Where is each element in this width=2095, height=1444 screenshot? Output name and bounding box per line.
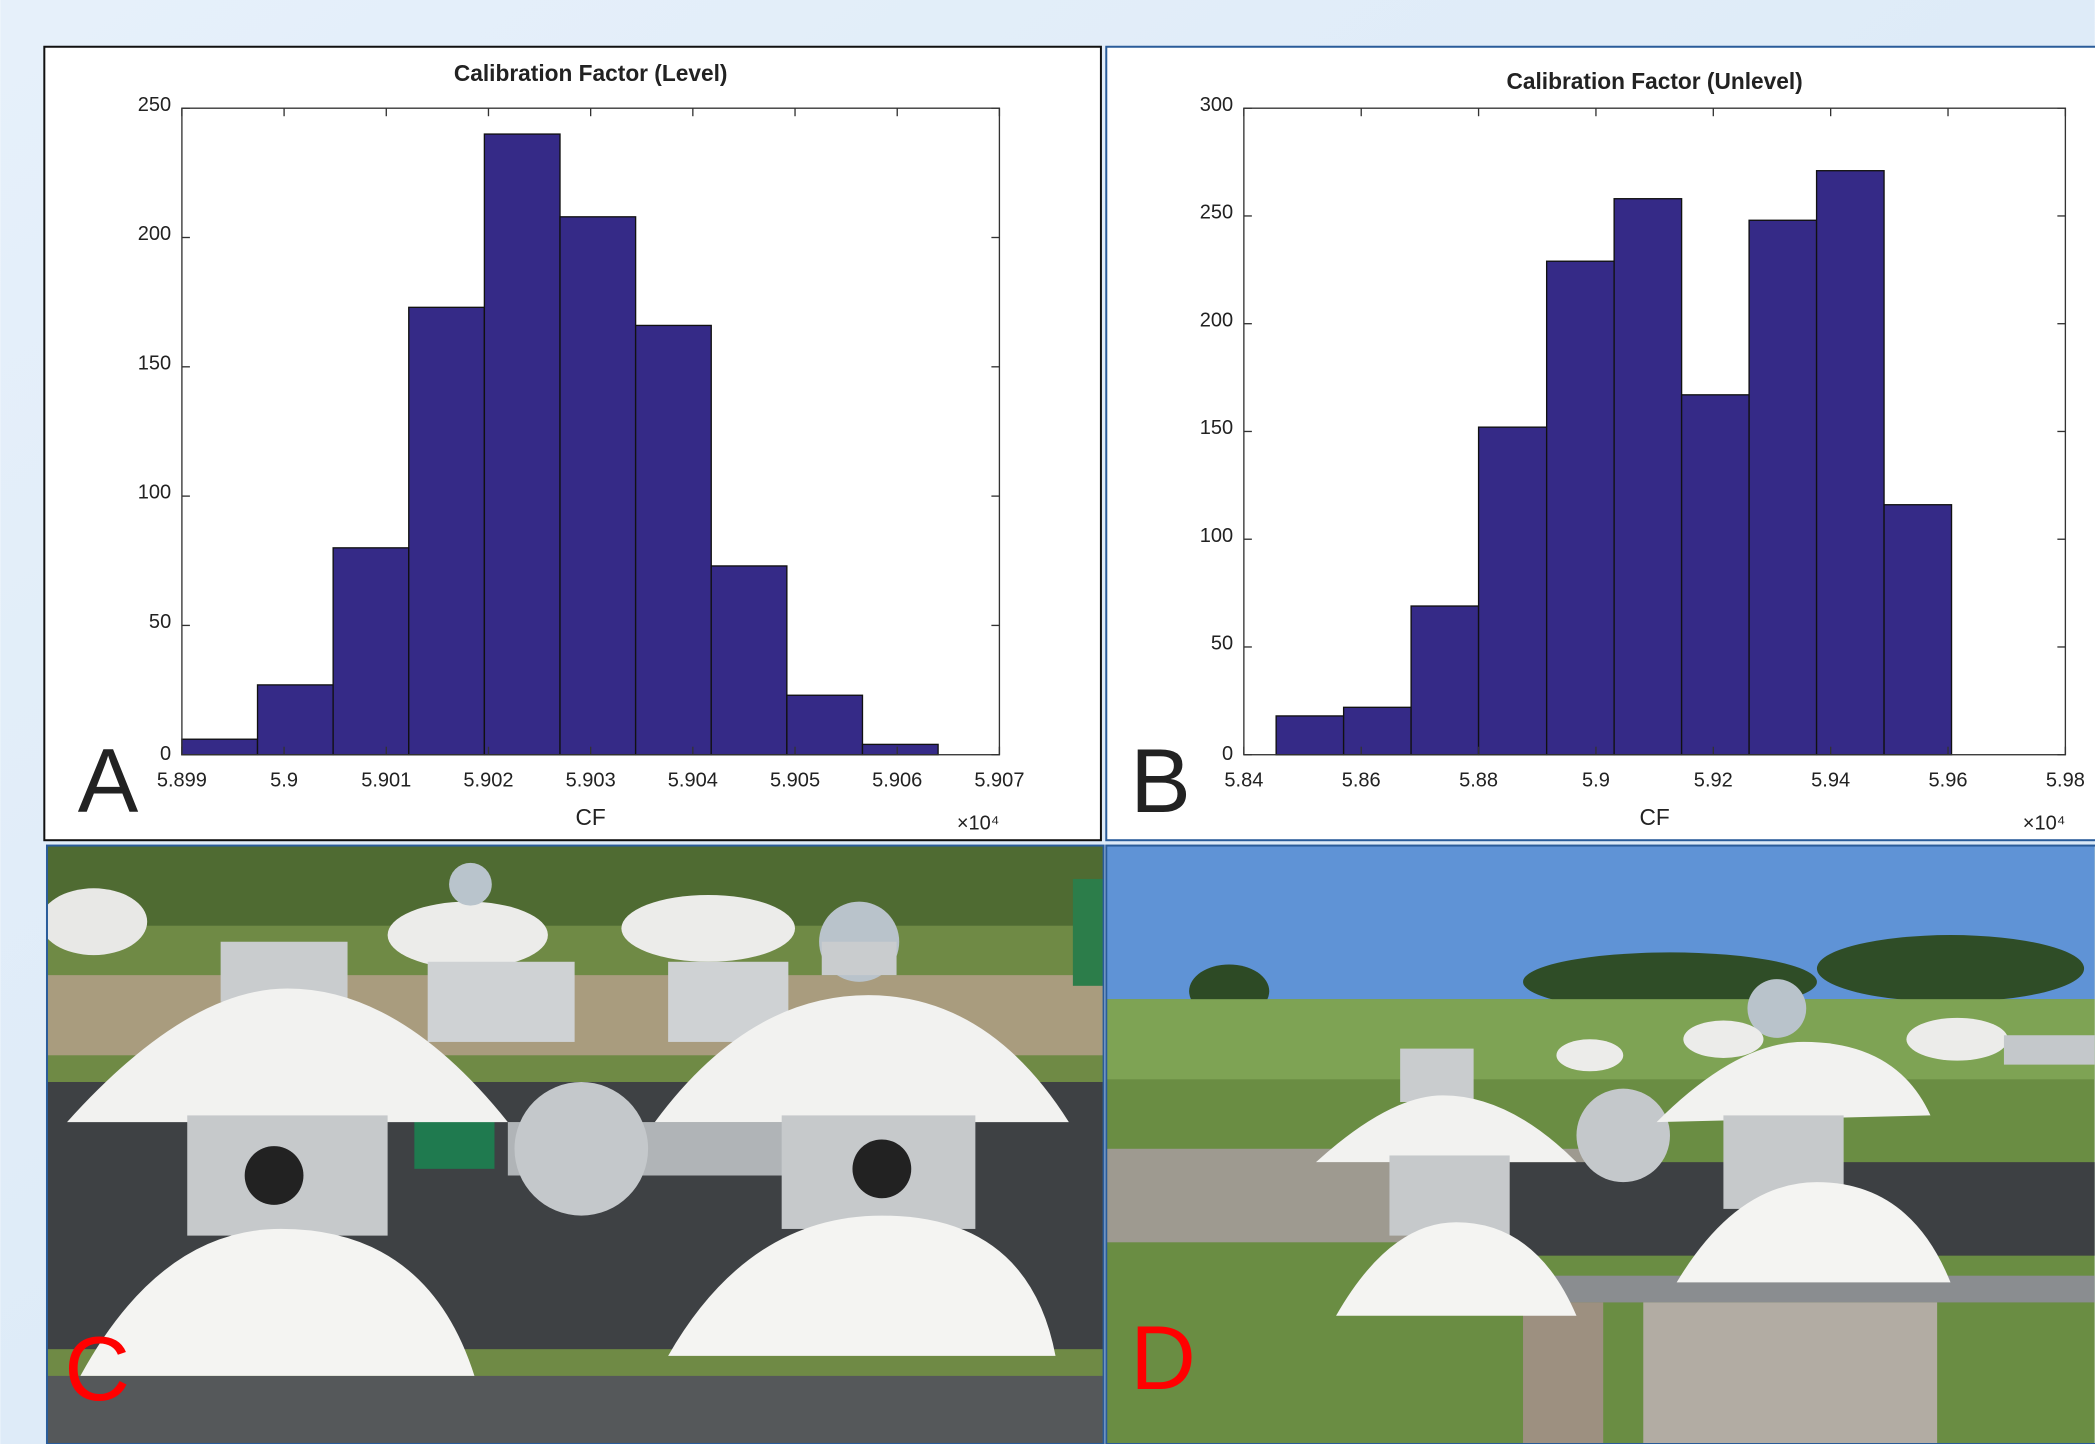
y-tick-label: 300 (1200, 94, 1233, 116)
bar (1817, 171, 1884, 755)
x-tick-label: 5.96 (1929, 770, 1968, 792)
x-tick-label: 5.901 (361, 770, 411, 792)
y-tick-label: 0 (1222, 743, 1233, 765)
x-axis-label: CF (1639, 804, 1669, 830)
panel-label: C (64, 1319, 130, 1420)
bar (1884, 505, 1951, 755)
bar (409, 307, 485, 754)
photo-d (1106, 846, 2094, 1444)
x-tick-label: 5.903 (566, 770, 616, 792)
bar (258, 685, 334, 755)
panel-label: A (78, 731, 139, 832)
y-tick-label: 250 (138, 94, 171, 116)
chart-title: Calibration Factor (Unlevel) (1506, 68, 1802, 94)
bar (1411, 606, 1478, 755)
x-multiplier: ×10⁴ (2023, 812, 2066, 834)
bar (1547, 261, 1614, 755)
bar (1276, 716, 1343, 755)
y-tick-label: 0 (160, 743, 171, 765)
page: {"chart_data": [ {"type": "histogram", "… (0, 0, 2095, 1444)
panel-label: D (1130, 1308, 1196, 1409)
bar (333, 548, 409, 755)
y-tick-label: 150 (138, 352, 171, 374)
y-tick-label: 250 (1200, 202, 1233, 224)
y-tick-label: 100 (138, 482, 171, 504)
y-tick-label: 150 (1200, 417, 1233, 439)
bar (182, 739, 258, 755)
bar (560, 217, 636, 755)
x-tick-label: 5.86 (1342, 770, 1381, 792)
x-tick-label: 5.9 (1582, 770, 1610, 792)
x-tick-label: 5.907 (974, 770, 1024, 792)
y-tick-label: 50 (1211, 633, 1233, 655)
x-axis-label: CF (576, 804, 606, 830)
x-tick-label: 5.88 (1459, 770, 1498, 792)
bar (1614, 199, 1681, 755)
bar (1682, 395, 1749, 755)
panel-label: B (1130, 731, 1191, 832)
bar (484, 134, 560, 755)
x-tick-label: 5.906 (872, 770, 922, 792)
x-tick-label: 5.902 (463, 770, 513, 792)
y-tick-label: 200 (1200, 309, 1233, 331)
figure: 0 50 100 150 200 250 5.899 5.9 5.901 5.902 5.903 5.… (0, 0, 2095, 1444)
bar (1479, 427, 1547, 755)
x-multiplier: ×10⁴ (957, 812, 1000, 834)
bar (787, 695, 863, 754)
bar (1344, 707, 1411, 754)
bar (711, 566, 787, 755)
photo-c (40, 846, 1103, 1444)
x-tick-label: 5.899 (157, 770, 207, 792)
chart-title: Calibration Factor (Level) (454, 60, 728, 86)
bar (862, 744, 938, 754)
x-tick-label: 5.904 (668, 770, 718, 792)
x-tick-label: 5.94 (1811, 770, 1850, 792)
x-tick-label: 5.98 (2046, 770, 2085, 792)
x-tick-label: 5.9 (270, 770, 298, 792)
x-tick-label: 5.84 (1224, 770, 1263, 792)
x-tick-label: 5.92 (1694, 770, 1733, 792)
x-tick-label: 5.905 (770, 770, 820, 792)
y-tick-label: 100 (1200, 525, 1233, 547)
bar (1749, 220, 1816, 754)
y-tick-label: 50 (149, 611, 171, 633)
y-tick-label: 200 (138, 223, 171, 245)
bar (636, 325, 712, 754)
